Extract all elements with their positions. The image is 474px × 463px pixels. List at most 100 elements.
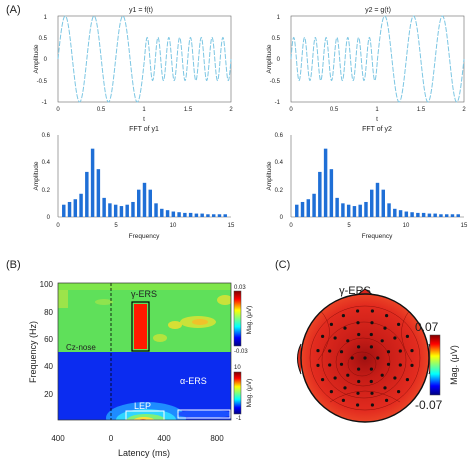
gamma-band-blob (153, 334, 167, 342)
electrode-dot (328, 363, 332, 367)
electrode-dot (363, 356, 367, 360)
fft-bar (300, 201, 305, 217)
annotation-channel: Cz-nose (66, 343, 96, 352)
electrode-dot (410, 363, 414, 367)
electrode-dot (329, 322, 333, 326)
timeseries-plot-y1: y1 = f(t) 1 0.5 0 -0.5 -1 0 0.5 1 1.5 2 … (33, 7, 233, 123)
electrode-dot (316, 363, 320, 367)
fft-bar (450, 214, 455, 217)
fft-bar (62, 204, 66, 217)
plot-title: FFT of y2 (362, 126, 392, 133)
colorbar-max: 10 (234, 365, 241, 371)
electrode-dot (383, 386, 387, 390)
electrode-dot (369, 345, 373, 349)
y-tick-label: -1 (275, 100, 281, 106)
electrode-dot (393, 376, 397, 380)
fft-bar (131, 201, 135, 217)
contour-line (309, 305, 421, 411)
annotation-alpha-ers: α-ERS (180, 376, 207, 386)
colorbar-label: Mag. (μV) (246, 306, 253, 335)
y-tick-label: 20 (44, 390, 53, 399)
electrode-dot (341, 398, 345, 402)
electrode-dot (380, 373, 384, 377)
electrode-dot (341, 314, 345, 318)
fft-bar (194, 213, 199, 217)
fft-bar (352, 206, 357, 217)
fft-bar (119, 206, 124, 217)
electrode-dot (398, 363, 402, 367)
electrode-dot (405, 378, 409, 382)
electrode-dot (370, 321, 374, 325)
electrode-dot (369, 332, 373, 337)
y-tick-label: 0 (277, 57, 281, 63)
fft-bar (295, 204, 299, 217)
fft-bar (171, 211, 176, 217)
fft-bar (217, 214, 222, 217)
colorbar-max: 0.03 (234, 285, 246, 291)
x-tick-label: 0 (289, 107, 293, 113)
gamma-band-blob (58, 283, 231, 290)
electrode-dot (357, 332, 361, 337)
fft-bar (108, 203, 112, 217)
x-axis-label: Frequency (129, 233, 160, 240)
electrode-dot (370, 309, 374, 313)
fft-bar (306, 199, 311, 217)
x-axis-label: Frequency (362, 233, 393, 240)
contour-line (329, 390, 401, 403)
electrode-dot (370, 391, 374, 395)
fft-plot-y2: FFT of y2 0.6 0.4 0.2 0 0 5 10 15 Freque… (266, 126, 468, 240)
gamma-band-blob (95, 299, 113, 305)
fft-bar (444, 214, 449, 217)
x-tick-label: 2 (229, 107, 233, 113)
fft-bar (85, 171, 89, 217)
x-tick-label: 5 (347, 223, 351, 229)
y-tick-label: 0.4 (275, 160, 284, 166)
y-tick-label: 0 (44, 57, 48, 63)
x-tick-label: 1.5 (417, 107, 426, 113)
x-tick-label: 0 (289, 223, 293, 229)
x-tick-label: 15 (228, 223, 235, 229)
contour-line (401, 309, 413, 363)
x-tick-label: 0.5 (330, 107, 339, 113)
y-tick-label: 0.6 (42, 133, 51, 139)
y-tick-label: 0.5 (39, 36, 48, 42)
lep-blob (133, 417, 155, 420)
y-tick-label: 60 (44, 335, 53, 344)
fft-bar (439, 214, 443, 217)
y-axis-label: Amplitude (33, 44, 40, 73)
electrode-dot (339, 362, 344, 366)
x-tick-label: 400 (157, 434, 171, 443)
y-tick-label: 40 (44, 362, 53, 371)
y-tick-label: -0.5 (270, 79, 281, 85)
x-axis-label: t (143, 116, 145, 123)
y-tick-label: 0.2 (42, 188, 51, 194)
fft-bar (410, 212, 414, 217)
x-tick-label: 400 (51, 434, 65, 443)
y-tick-label: 0.4 (42, 160, 51, 166)
fft-bar (148, 189, 152, 217)
x-tick-label: 10 (170, 223, 177, 229)
y-axis-label: Amplitude (33, 161, 40, 190)
electrode-dot (357, 379, 361, 384)
fft-bar (223, 214, 227, 217)
y-tick-label: 100 (40, 280, 54, 289)
electrode-dot (405, 334, 409, 338)
electrode-dot (376, 356, 380, 360)
fft-bar (335, 197, 339, 217)
fft-bar (200, 213, 204, 217)
x-tick-label: 1.5 (184, 107, 193, 113)
fft-bar (188, 212, 193, 217)
fft-bar (165, 210, 170, 217)
contour-line (347, 351, 377, 377)
electrode-dot (393, 336, 397, 340)
gamma-band-blob (168, 321, 182, 329)
contour-line (321, 321, 407, 399)
fft-bar (433, 213, 437, 217)
electrode-dot (356, 309, 360, 313)
contour-line (317, 309, 330, 361)
signal-line (57, 15, 232, 103)
electrode-dot (386, 350, 391, 354)
colorbar-label: Mag. (μV) (246, 379, 253, 408)
electrode-dot (356, 403, 360, 407)
